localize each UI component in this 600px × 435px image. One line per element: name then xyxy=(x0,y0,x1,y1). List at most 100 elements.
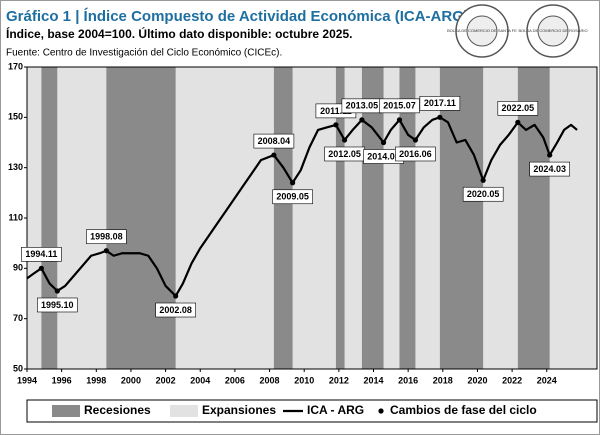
turning-point xyxy=(412,137,419,143)
point-label: 2016.06 xyxy=(399,149,432,159)
x-tick-label: 2022 xyxy=(502,375,522,385)
y-tick-label: 110 xyxy=(8,212,23,222)
point-label: 2012.05 xyxy=(328,149,361,159)
expansion-band xyxy=(483,67,518,369)
logo-text: BOLSA DE COMERCIO DE ROSARIO xyxy=(518,28,587,33)
expansion-band xyxy=(27,67,42,369)
point-label: 2002.08 xyxy=(159,305,192,315)
turning-point xyxy=(437,114,443,120)
chart-subtitle: Índice, base 2004=100. Último dato dispo… xyxy=(6,26,352,41)
chart-source: Fuente: Centro de Investigación del Cicl… xyxy=(6,48,282,59)
turning-point xyxy=(271,152,277,158)
expansion-band xyxy=(383,67,400,369)
logo-text: BOLSA DE COMERCIO DE SANTA FE xyxy=(447,28,517,33)
logo-circle xyxy=(537,15,569,47)
turning-point xyxy=(54,288,60,294)
x-tick-label: 2024 xyxy=(537,375,557,385)
point-label: 2014.08 xyxy=(367,151,400,161)
recession-band xyxy=(439,67,484,369)
x-tick-label: 2010 xyxy=(294,375,314,385)
x-tick-label: 1998 xyxy=(86,375,106,385)
point-label-box xyxy=(419,96,461,111)
expansion-band xyxy=(57,67,107,369)
x-tick-label: 2002 xyxy=(156,375,176,385)
legend-label: Expansiones xyxy=(202,403,276,417)
x-tick-label: 2008 xyxy=(260,375,280,385)
point-label: 1995.10 xyxy=(41,300,74,310)
x-tick-label: 2006 xyxy=(225,375,245,385)
turning-point xyxy=(515,119,521,125)
point-label-box xyxy=(462,186,504,202)
point-label-box xyxy=(21,247,62,262)
point-label: 2017.11 xyxy=(424,98,456,108)
expansion-band xyxy=(344,67,362,369)
x-tick-label: 1994 xyxy=(17,375,37,385)
chart-title: Gráfico 1 | Índice Compuesto de Activida… xyxy=(6,8,473,25)
point-label-box xyxy=(155,302,196,318)
recession-band xyxy=(399,67,416,369)
y-tick-label: 50 xyxy=(13,363,23,373)
point-label-box xyxy=(253,133,295,149)
recession-band xyxy=(517,67,550,369)
y-tick-label: 130 xyxy=(8,162,23,172)
turning-point xyxy=(173,293,179,299)
point-label-box xyxy=(272,189,313,205)
turning-point xyxy=(38,265,44,271)
point-label-box xyxy=(379,98,420,114)
point-label: 2008.04 xyxy=(258,136,291,146)
recession-band xyxy=(106,67,176,369)
turning-point xyxy=(289,180,296,186)
point-label-box xyxy=(37,297,78,313)
point-label: 1998.08 xyxy=(90,232,123,242)
legend-swatch xyxy=(170,405,198,417)
point-label: 2013.05 xyxy=(346,101,379,111)
point-label-box xyxy=(529,161,571,177)
turning-point xyxy=(341,137,348,143)
x-tick-label: 1996 xyxy=(52,375,72,385)
logo-circle xyxy=(466,15,498,47)
point-label: 1994.11 xyxy=(25,249,57,259)
x-tick-label: 2012 xyxy=(329,375,349,385)
point-label: 2024.03 xyxy=(533,164,566,174)
legend-swatch xyxy=(378,408,384,414)
expansion-band xyxy=(415,67,440,369)
point-label-box xyxy=(497,101,539,116)
point-label: 2015.07 xyxy=(383,101,416,111)
turning-point xyxy=(380,139,387,146)
x-tick-label: 2016 xyxy=(398,375,418,385)
point-label: 2009.05 xyxy=(276,192,309,202)
point-label-box xyxy=(86,229,127,245)
recession-band xyxy=(273,67,293,369)
turning-point xyxy=(333,122,339,128)
point-label-box xyxy=(395,146,436,162)
y-tick-label: 150 xyxy=(8,112,23,122)
legend-box xyxy=(26,399,598,423)
x-tick-label: 2020 xyxy=(467,375,487,385)
x-tick-label: 2018 xyxy=(433,375,453,385)
legend-label: Cambios de fase del ciclo xyxy=(390,403,537,417)
turning-point xyxy=(547,152,553,158)
y-tick-label: 70 xyxy=(13,313,23,323)
expansion-band xyxy=(175,67,274,369)
recession-band xyxy=(361,67,384,369)
y-tick-label: 90 xyxy=(13,263,23,273)
x-tick-label: 2004 xyxy=(190,375,210,385)
turning-point xyxy=(480,177,486,183)
point-label: 2020.05 xyxy=(467,189,500,199)
legend-swatch xyxy=(52,405,80,417)
legend-label: Recesiones xyxy=(84,403,151,417)
point-label: 2011.11 xyxy=(320,106,352,116)
data-line xyxy=(26,116,578,298)
plot-border xyxy=(26,66,598,370)
turning-point xyxy=(103,248,109,254)
x-tick-label: 2000 xyxy=(121,375,141,385)
recession-band xyxy=(41,67,58,369)
point-label: 2022.05 xyxy=(502,103,535,113)
y-tick-label: 170 xyxy=(8,61,23,71)
x-tick-label: 2014 xyxy=(363,375,383,385)
logo: BOLSA DE COMERCIO DE SANTA FE BOLSA DE C… xyxy=(447,4,588,58)
turning-point xyxy=(396,117,403,123)
expansion-band xyxy=(549,67,597,369)
recession-band xyxy=(335,67,345,369)
